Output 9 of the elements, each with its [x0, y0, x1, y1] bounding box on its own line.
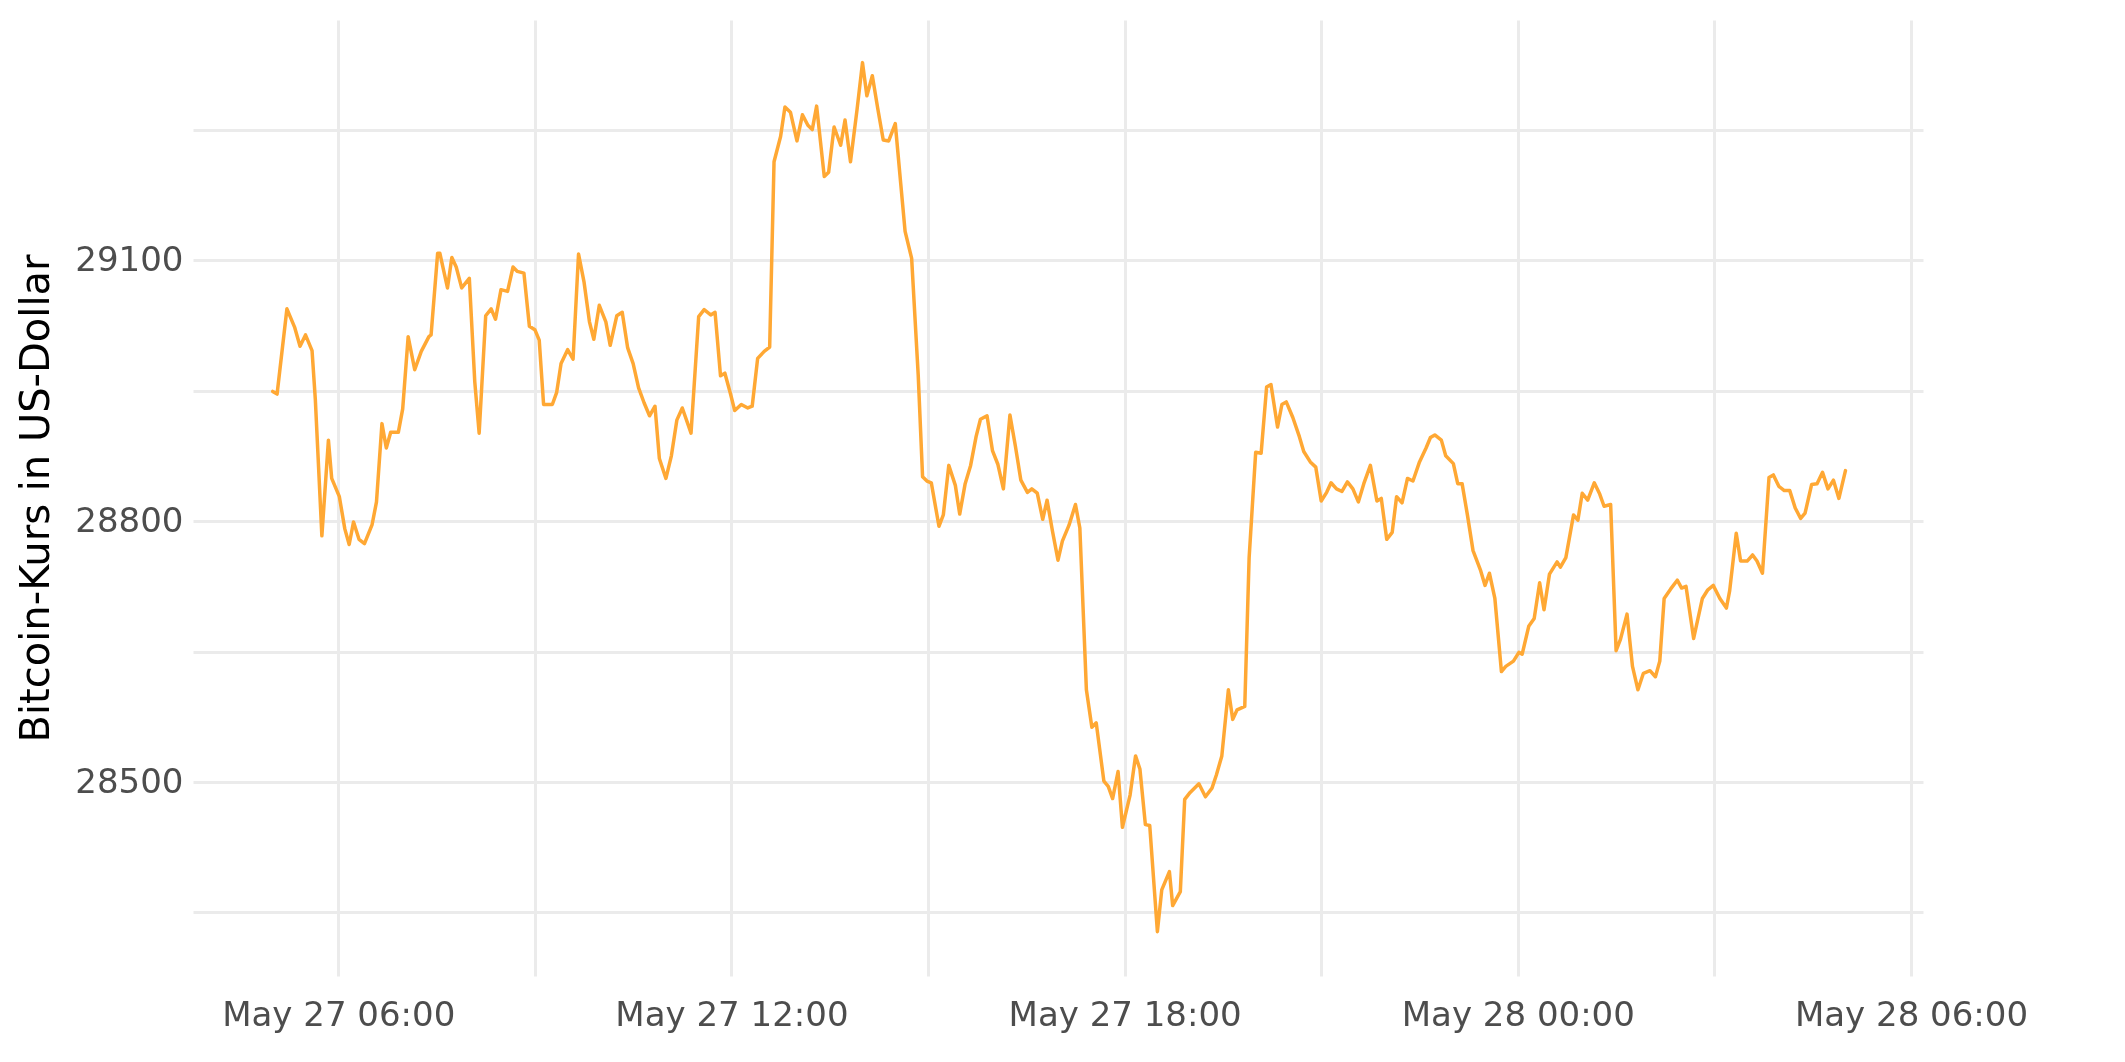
x-tick-label: May 27 06:00 — [222, 993, 456, 1034]
y-axis-title: Bitcoin-Kurs in US-Dollar — [12, 253, 59, 743]
x-tick-label: May 27 12:00 — [615, 993, 849, 1034]
x-tick-label: May 28 06:00 — [1794, 993, 2029, 1034]
y-tick-label: 28500 — [75, 760, 184, 801]
x-tick-label: May 28 00:00 — [1401, 993, 1635, 1034]
x-tick-label: May 27 18:00 — [1008, 993, 1242, 1034]
y-tick-label: 28800 — [75, 499, 184, 540]
y-tick-label: 29100 — [75, 238, 184, 279]
